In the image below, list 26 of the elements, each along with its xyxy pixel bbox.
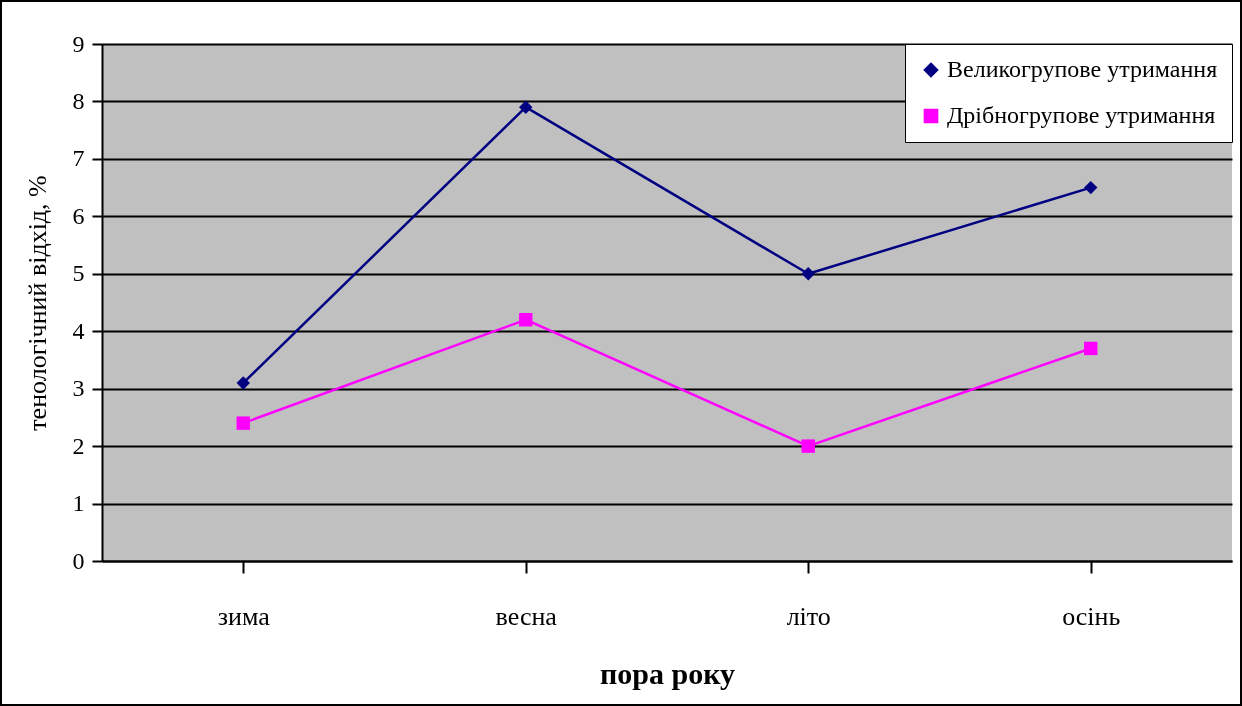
y-tick-label: 4: [72, 317, 85, 344]
y-tick-label: 3: [72, 375, 85, 402]
y-tick-label: 2: [72, 432, 85, 459]
y-tick-label: 5: [72, 260, 85, 287]
x-tick-label: зима: [217, 601, 271, 631]
x-axis-title: пора року: [599, 656, 736, 690]
point: [519, 100, 533, 114]
point: [236, 416, 250, 430]
point: [1084, 341, 1098, 356]
point: [519, 313, 533, 327]
point: [801, 267, 815, 281]
y-axis-title: тенологічний відхід, %: [22, 175, 52, 431]
x-tick-label: літо: [786, 601, 831, 631]
y-tick-label: 6: [72, 202, 85, 229]
point: [801, 439, 815, 453]
point: [236, 376, 250, 390]
y-tick-label: 8: [72, 87, 85, 114]
legend-label: Дрібногрупове утримання: [947, 102, 1216, 128]
y-tick-label: 9: [72, 30, 85, 57]
x-tick-label: весна: [495, 601, 558, 631]
y-tick-label: 0: [72, 547, 85, 574]
legend-label: Великогрупове утримання: [947, 56, 1218, 82]
y-tick-label: 7: [72, 145, 85, 172]
x-tick-label: осінь: [1062, 601, 1121, 631]
point: [1084, 180, 1098, 195]
y-tick-label: 1: [72, 490, 85, 517]
